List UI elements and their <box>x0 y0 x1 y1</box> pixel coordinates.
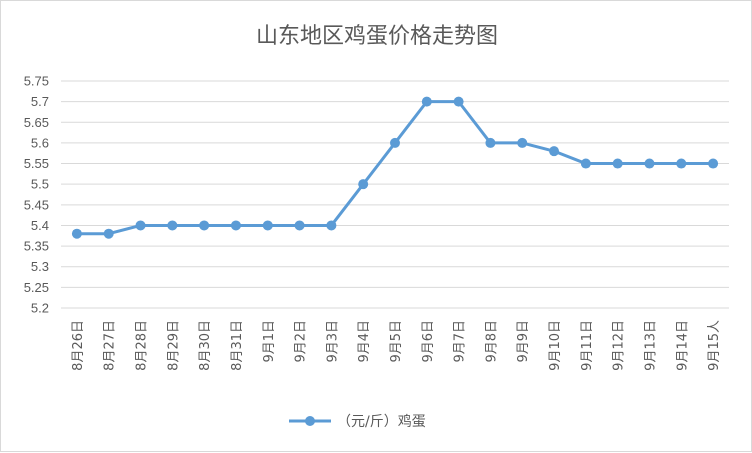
x-tick-label: 9月4日 <box>357 320 372 363</box>
data-point <box>135 220 146 231</box>
data-point <box>262 220 273 231</box>
data-point <box>199 220 210 231</box>
x-tick-label: 9月10日 <box>548 320 563 371</box>
y-tick-label: 5.6 <box>31 135 49 150</box>
x-tick-label: 9月8日 <box>484 320 499 363</box>
data-point <box>294 220 305 231</box>
y-tick-label: 5.55 <box>24 156 49 171</box>
x-axis-ticks: 8月26日 8月27日 8月28日 8月29日 8月30日 8月31日 9月1日 9月2日 9月… <box>71 320 722 371</box>
x-tick-label: 9月6日 <box>421 320 436 363</box>
x-tick-label: 8月29日 <box>166 320 181 371</box>
data-point <box>167 220 178 231</box>
data-point <box>326 220 337 231</box>
data-point <box>612 158 623 169</box>
series-layer <box>71 96 719 239</box>
x-tick-label: 9月3日 <box>325 320 340 363</box>
x-tick-label: 8月26日 <box>71 320 86 371</box>
y-tick-label: 5.25 <box>24 280 49 295</box>
data-point <box>580 158 591 169</box>
data-point <box>644 158 655 169</box>
x-tick-label: 8月28日 <box>135 320 150 371</box>
data-point <box>358 179 369 190</box>
x-tick-label: 9月2日 <box>294 320 309 363</box>
gridlines <box>61 80 729 309</box>
data-point <box>676 158 687 169</box>
x-tick-label: 9月14日 <box>675 320 690 371</box>
y-tick-label: 5.2 <box>31 301 49 316</box>
x-tick-label: 8月27日 <box>103 320 118 371</box>
x-tick-label: 8月31日 <box>230 320 245 371</box>
legend: （元/斤）鸡蛋 <box>289 413 426 430</box>
x-tick-label: 9月9日 <box>516 320 531 363</box>
data-point <box>485 137 496 148</box>
x-tick-label: 9月1日 <box>262 320 277 363</box>
y-tick-label: 5.75 <box>24 74 49 89</box>
y-tick-label: 5.4 <box>31 218 49 233</box>
x-tick-label: 9月13日 <box>643 320 658 371</box>
data-point <box>421 96 432 107</box>
data-point <box>453 96 464 107</box>
y-tick-label: 5.35 <box>24 239 49 254</box>
x-tick-label: 9月15人 <box>707 320 722 371</box>
x-tick-label: 9月12日 <box>612 320 627 371</box>
data-point <box>549 146 560 157</box>
y-tick-label: 5.45 <box>24 197 49 212</box>
y-tick-label: 5.7 <box>31 94 49 109</box>
y-axis-ticks: 5.2 5.25 5.3 5.35 5.4 5.45 5.5 5.55 5.6 5.65 5.7 5.… <box>24 74 49 316</box>
x-tick-label: 8月30日 <box>198 320 213 371</box>
data-point <box>230 220 241 231</box>
chart-title: 山东地区鸡蛋价格走势图 <box>256 24 498 49</box>
y-tick-label: 5.3 <box>31 259 49 274</box>
data-point <box>517 137 528 148</box>
data-point <box>71 228 82 239</box>
x-tick-label: 9月5日 <box>389 320 404 363</box>
legend-label: （元/斤）鸡蛋 <box>337 413 426 430</box>
y-tick-label: 5.5 <box>31 177 49 192</box>
y-tick-label: 5.65 <box>24 115 49 130</box>
data-point <box>708 158 719 169</box>
x-tick-label: 9月7日 <box>453 320 468 363</box>
data-point <box>103 228 114 239</box>
legend-marker-icon <box>305 416 315 426</box>
data-point <box>390 137 400 148</box>
x-tick-label: 9月11日 <box>580 320 595 371</box>
